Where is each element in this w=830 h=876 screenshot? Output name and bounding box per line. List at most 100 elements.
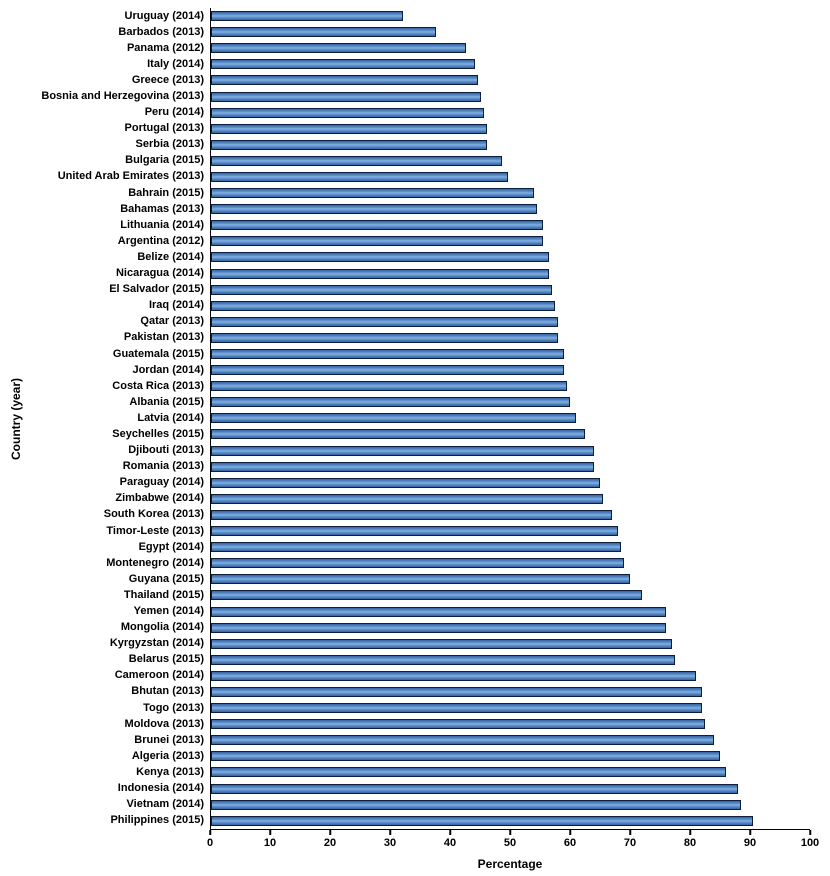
bar — [211, 365, 565, 376]
bar-row: Italy (2014) — [147, 56, 810, 72]
category-label: Djibouti (2013) — [128, 444, 204, 457]
bar — [211, 107, 484, 118]
category-label: Argentina (2012) — [117, 234, 204, 247]
x-axis-title: Percentage — [477, 857, 543, 871]
bar-row: Montenegro (2014) — [106, 555, 810, 571]
bar — [211, 27, 436, 38]
bar — [211, 767, 727, 778]
bar — [211, 75, 478, 86]
category-label: Paraguay (2014) — [119, 476, 204, 489]
category-label: Uruguay (2014) — [124, 9, 204, 22]
bar-row: Nicaragua (2014) — [116, 266, 810, 282]
bar — [211, 332, 559, 343]
bar-row: Moldova (2013) — [125, 716, 810, 732]
bar-row: Costa Rica (2013) — [112, 378, 810, 394]
bar-row: Argentina (2012) — [118, 233, 810, 249]
category-label: Guyana (2015) — [128, 572, 204, 585]
bar-row: El Salvador (2015) — [109, 282, 810, 298]
bar-row: Romania (2013) — [123, 459, 810, 475]
bar-row: Bahamas (2013) — [120, 201, 810, 217]
plot-area: Uruguay (2014) Barbados (2013) Panama (201… — [41, 8, 810, 830]
bar-row: Panama (2012) — [127, 40, 810, 56]
bar — [211, 558, 625, 569]
category-label: Bosnia and Herzegovina (2013) — [41, 90, 204, 103]
bar-row: Peru (2014) — [145, 105, 810, 121]
x-tick-label: 70 — [623, 837, 637, 849]
bar — [211, 204, 538, 215]
bar-row: Pakistan (2013) — [124, 330, 810, 346]
bar-rows: Uruguay (2014) Barbados (2013) Panama (201… — [41, 8, 810, 829]
bar — [211, 381, 568, 392]
bar — [211, 799, 742, 810]
category-label: Timor-Leste (2013) — [106, 524, 204, 537]
bar — [211, 735, 715, 746]
category-label: Peru (2014) — [144, 106, 204, 119]
category-label: Pakistan (2013) — [123, 331, 204, 344]
category-label: Barbados (2013) — [118, 25, 204, 38]
category-label: Brunei (2013) — [134, 733, 204, 746]
bar — [211, 236, 544, 247]
bar — [211, 268, 550, 279]
category-label: Nicaragua (2014) — [115, 267, 204, 280]
category-label: Belize (2014) — [137, 250, 204, 263]
bar — [211, 91, 481, 102]
bar — [211, 188, 535, 199]
bar-row: Albania (2015) — [129, 394, 810, 410]
x-tick-mark — [689, 830, 691, 835]
category-label: Vietnam (2014) — [126, 798, 204, 811]
category-label: Belarus (2015) — [128, 653, 204, 666]
bar — [211, 542, 622, 553]
x-tick-label: 80 — [683, 837, 697, 849]
bar-row: Cameroon (2014) — [115, 668, 810, 684]
bar-row: Lithuania (2014) — [120, 217, 810, 233]
bar — [211, 622, 667, 633]
x-tick-mark — [389, 830, 391, 835]
category-label: Egypt (2014) — [138, 540, 204, 553]
bar-row: Greece (2013) — [132, 72, 810, 88]
category-label: Yemen (2014) — [133, 605, 204, 618]
category-label: Algeria (2013) — [131, 749, 204, 762]
bar-row: Guatemala (2015) — [113, 346, 810, 362]
bar-row: Qatar (2013) — [140, 314, 810, 330]
bar-row: Timor-Leste (2013) — [106, 523, 810, 539]
bar-row: Brunei (2013) — [134, 732, 810, 748]
category-label: Indonesia (2014) — [117, 782, 204, 795]
x-tick-mark — [809, 830, 811, 835]
bar — [211, 300, 556, 311]
bar — [211, 284, 553, 295]
x-tick-mark — [569, 830, 571, 835]
bar-row: Indonesia (2014) — [118, 781, 810, 797]
bar-row: Algeria (2013) — [132, 748, 810, 764]
bar — [211, 751, 721, 762]
bar-row: United Arab Emirates (2013) — [58, 169, 810, 185]
bar — [211, 59, 475, 70]
bar-row: Iraq (2014) — [149, 298, 810, 314]
category-label: Romania (2013) — [122, 460, 204, 473]
bar-row: Serbia (2013) — [136, 137, 810, 153]
bar-row: Bosnia and Herzegovina (2013) — [41, 88, 810, 104]
category-label: Latvia (2014) — [137, 411, 204, 424]
bar — [211, 526, 619, 537]
bar — [211, 429, 586, 440]
bar-row: Yemen (2014) — [134, 603, 810, 619]
category-label: Italy (2014) — [147, 57, 204, 70]
bar — [211, 477, 601, 488]
category-label: Togo (2013) — [143, 701, 204, 714]
bar-row: Uruguay (2014) — [125, 8, 810, 24]
x-axis: 0 10 20 30 40 50 60 70 80 90 100 — [207, 830, 819, 854]
bar-row: Paraguay (2014) — [120, 475, 810, 491]
bar — [211, 590, 643, 601]
bar — [211, 461, 595, 472]
category-label: Panama (2012) — [126, 41, 204, 54]
bar-row: Mongolia (2014) — [121, 620, 810, 636]
x-tick-mark — [629, 830, 631, 835]
x-tick-label: 90 — [743, 837, 757, 849]
bar — [211, 638, 673, 649]
bar-row: Zimbabwe (2014) — [115, 491, 810, 507]
bar — [211, 654, 676, 665]
x-tick-mark — [209, 830, 211, 835]
x-tick-label: 10 — [263, 837, 277, 849]
category-label: Cameroon (2014) — [114, 669, 204, 682]
bar — [211, 11, 403, 22]
bar-row: South Korea (2013) — [104, 507, 810, 523]
